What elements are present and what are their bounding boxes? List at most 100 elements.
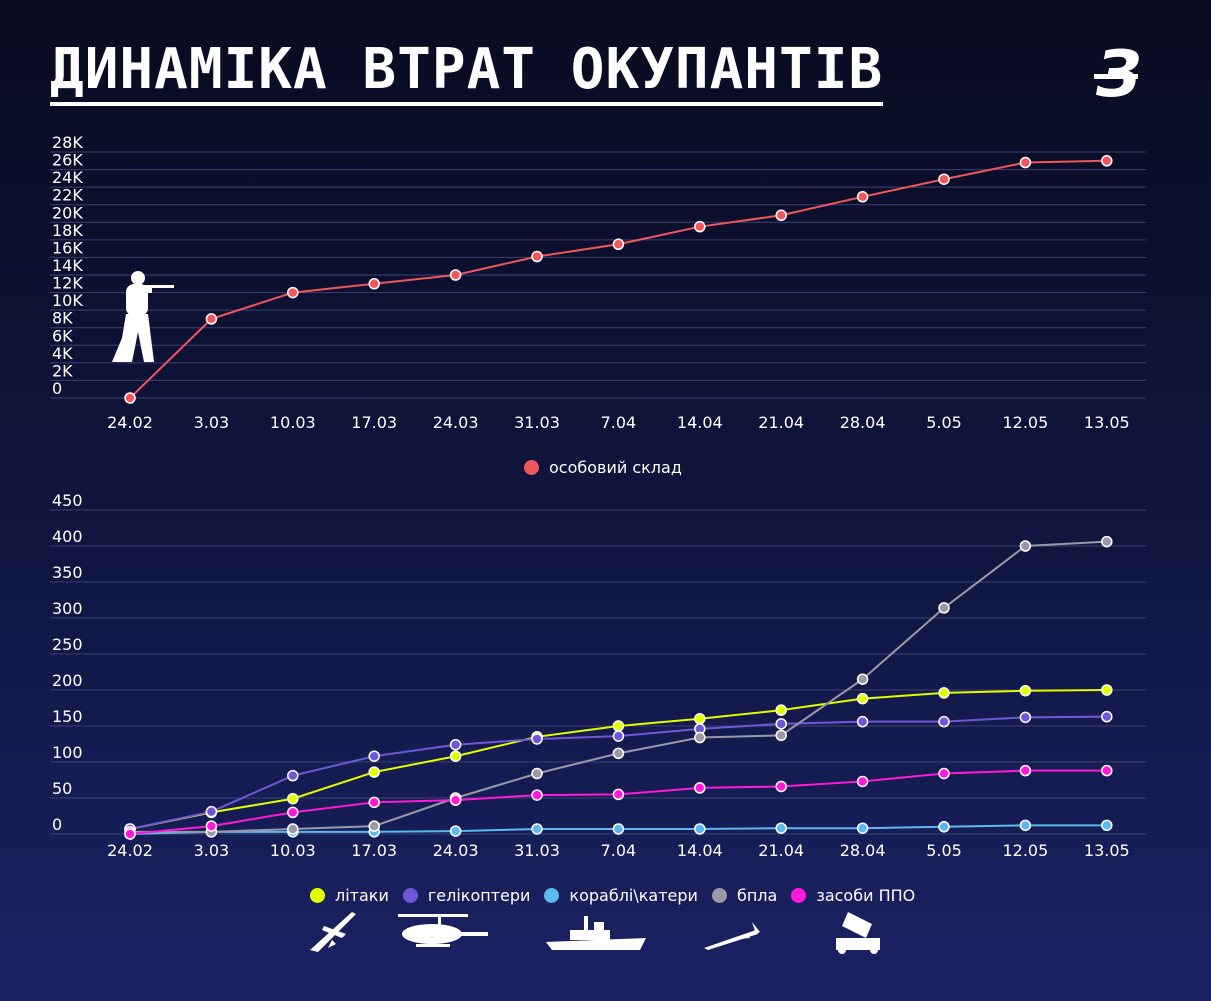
data-point <box>612 788 625 801</box>
legend-marker <box>524 460 539 475</box>
equipment-chart: 0 50 100 150 200 250 300 350 400 450 24.02 3.03 10.0… <box>50 491 1146 860</box>
x-tick-label: 31.03 <box>514 413 560 432</box>
legend-marker <box>402 888 418 903</box>
legend-item: засоби ППО <box>791 886 915 905</box>
series-line <box>129 689 1107 830</box>
data-point <box>1019 156 1032 169</box>
legend-label: засоби ППО <box>816 886 916 905</box>
y-tick-label: 250 <box>52 635 83 654</box>
data-point <box>1101 819 1113 832</box>
data-point <box>612 720 625 732</box>
ship-icon <box>546 916 646 950</box>
legend-label: літаки <box>335 886 389 905</box>
data-point <box>775 209 787 222</box>
x-tick-label: 10.03 <box>270 413 316 432</box>
y-tick-label: 10K <box>52 291 83 310</box>
x-tick-label: 28.04 <box>840 841 886 860</box>
y-tick-label: 6K <box>52 326 73 345</box>
y-tick-label: 450 <box>52 491 83 510</box>
data-point <box>856 822 869 834</box>
logo-bar <box>1094 74 1138 79</box>
equipment-legend: літаки гелікоптери кораблі\катери бпла засоб… <box>310 886 929 905</box>
x-tick-label: 5.05 <box>926 841 962 860</box>
data-point <box>205 805 218 818</box>
y-tick-label: 0 <box>52 379 62 398</box>
data-point <box>531 789 543 801</box>
y-tick-label: 0 <box>52 815 62 834</box>
legend-label: особовий склад <box>549 458 682 477</box>
data-point <box>775 822 787 834</box>
data-point <box>205 313 218 325</box>
data-point <box>1019 819 1032 832</box>
data-point <box>856 692 869 705</box>
y-tick-label: 20K <box>52 203 83 222</box>
data-point <box>694 731 706 744</box>
data-point <box>1101 764 1113 777</box>
equipment-icons <box>310 912 880 954</box>
y-tick-label: 24K <box>52 168 83 187</box>
x-tick-label: 24.03 <box>433 413 479 432</box>
y-tick-label: 300 <box>52 599 83 618</box>
data-point <box>694 782 706 794</box>
data-point <box>1101 684 1113 696</box>
x-tick-label: 17.03 <box>351 841 397 860</box>
data-point <box>612 747 625 760</box>
x-tick-label: 14.04 <box>677 841 723 860</box>
data-point <box>938 767 950 780</box>
x-tick-label: 17.03 <box>351 413 397 432</box>
data-point <box>856 673 869 685</box>
data-point <box>612 730 625 742</box>
y-tick-label: 8K <box>52 309 73 328</box>
y-tick-label: 12K <box>52 274 83 293</box>
x-tick-label: 3.03 <box>194 841 230 860</box>
data-point <box>287 792 299 805</box>
legend-marker <box>310 888 325 903</box>
logo: З <box>1094 40 1141 104</box>
data-point <box>694 713 706 725</box>
y-tick-label: 150 <box>52 707 83 726</box>
x-tick-label: 3.03 <box>194 413 230 432</box>
data-point <box>531 733 543 745</box>
x-tick-label: 13.05 <box>1084 841 1130 860</box>
x-tick-label: 10.03 <box>270 841 316 860</box>
helicopter-icon <box>398 914 488 947</box>
data-point <box>612 823 625 835</box>
data-point <box>694 220 706 233</box>
data-point <box>449 825 462 837</box>
data-point <box>531 823 543 835</box>
uav-icon <box>704 922 760 950</box>
data-point <box>775 704 787 716</box>
data-point <box>368 766 380 778</box>
data-point <box>938 687 950 699</box>
data-point <box>1019 711 1032 724</box>
legend-item: кораблі\катери <box>544 886 698 905</box>
legend-item: бпла <box>711 886 777 905</box>
legend-marker <box>544 888 560 903</box>
y-tick-label: 4K <box>52 344 73 363</box>
y-tick-label: 2K <box>52 361 73 380</box>
series-line <box>130 540 1107 833</box>
personnel-legend: особовий склад <box>524 458 696 477</box>
data-point <box>775 729 787 742</box>
data-point <box>287 769 299 782</box>
data-point <box>368 796 380 809</box>
data-point <box>449 269 462 281</box>
data-point <box>1019 764 1032 777</box>
data-point <box>368 278 380 290</box>
x-tick-label: 14.04 <box>677 413 723 432</box>
data-point <box>531 250 543 263</box>
data-point <box>1019 684 1032 697</box>
legend-label: кораблі\катери <box>569 886 698 905</box>
x-tick-label: 5.05 <box>926 413 962 432</box>
data-point <box>124 828 136 840</box>
data-point <box>938 821 950 833</box>
data-point <box>287 286 299 299</box>
data-point <box>856 191 869 203</box>
data-point <box>287 806 299 819</box>
data-point <box>368 820 380 832</box>
plane-icon <box>310 912 356 952</box>
x-tick-label: 12.05 <box>1002 841 1048 860</box>
data-point <box>124 392 136 404</box>
y-tick-label: 18K <box>52 221 83 240</box>
data-point <box>1019 540 1032 552</box>
